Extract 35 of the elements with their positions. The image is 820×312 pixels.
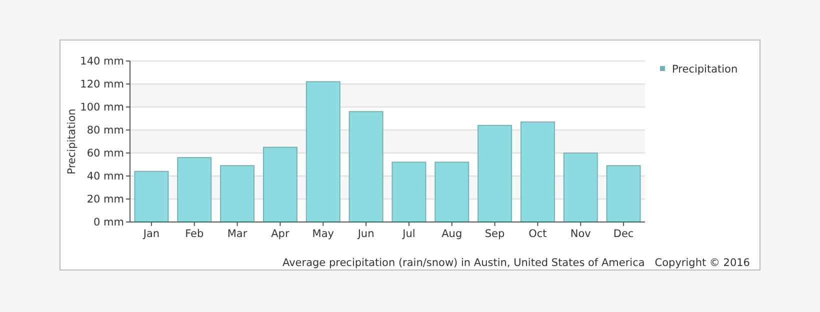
x-tick-label: Dec xyxy=(613,228,634,240)
bar xyxy=(520,121,555,222)
bar xyxy=(262,146,298,222)
bar xyxy=(306,81,340,222)
x-tick-label: Nov xyxy=(570,228,591,240)
y-tick-label: 20 mm xyxy=(86,194,124,206)
bar xyxy=(134,170,169,222)
x-tick-label: Jan xyxy=(142,228,160,240)
bar xyxy=(392,162,426,222)
x-tick-label: Sep xyxy=(484,228,506,240)
bar xyxy=(563,152,598,222)
x-tick-label: Mar xyxy=(227,228,248,240)
x-tick-label: Feb xyxy=(185,228,204,240)
y-axis-title: Precipitation xyxy=(66,108,78,174)
x-tick-label: Aug xyxy=(442,228,462,240)
x-tick-label: Oct xyxy=(528,228,547,240)
y-tick-label: 40 mm xyxy=(86,170,124,183)
bar xyxy=(177,157,212,222)
y-tick-label: 60 mm xyxy=(86,148,124,160)
bar xyxy=(348,111,384,222)
text: Average precipitation (rain/snow) in Austin, United States of America Copyright © 2016 xyxy=(282,257,750,269)
y-tick-label: 120 mm xyxy=(80,78,124,91)
bar xyxy=(478,124,512,222)
bar xyxy=(606,165,641,222)
bar xyxy=(434,162,470,222)
x-tick-label: May xyxy=(312,228,334,240)
legend-label: Precipitation xyxy=(672,64,738,76)
y-tick-label: 80 mm xyxy=(86,124,124,137)
y-tick-label: 140 mm xyxy=(80,56,124,68)
x-tick-label: Jun xyxy=(356,228,374,240)
bar xyxy=(220,165,255,222)
x-tick-label: Apr xyxy=(271,228,290,240)
x-tick-label: Jul xyxy=(402,228,416,240)
y-tick-label: 100 mm xyxy=(80,102,124,114)
y-tick-label: 0 mm xyxy=(94,216,124,229)
